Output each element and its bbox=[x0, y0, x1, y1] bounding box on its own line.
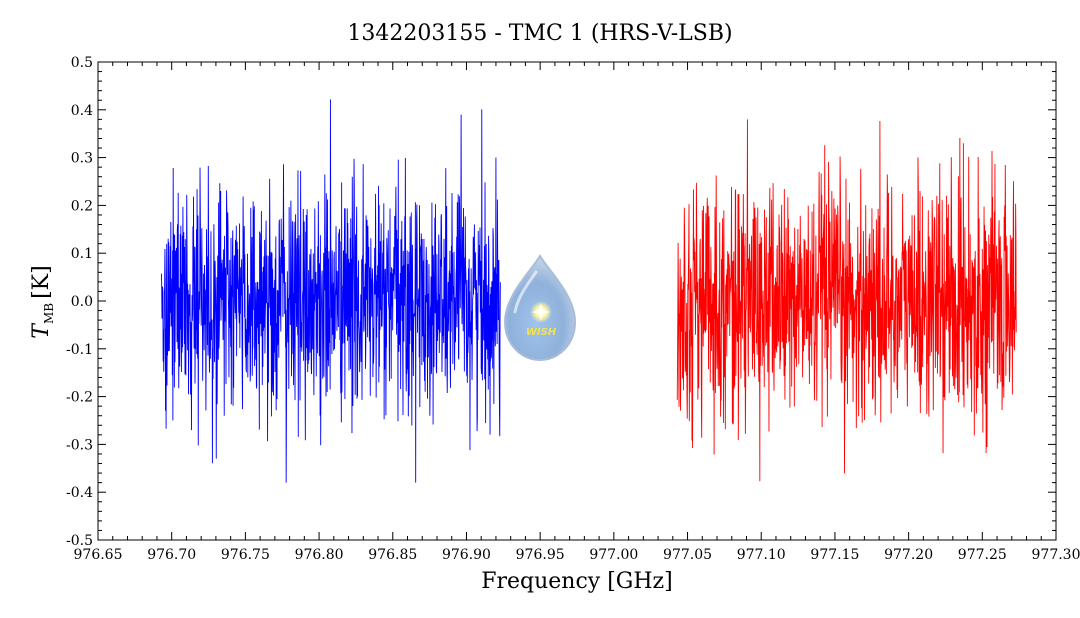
y-tick-label: 0.5 bbox=[71, 55, 93, 71]
y-tick-label: -0.5 bbox=[66, 533, 93, 549]
x-tick-label: 977.20 bbox=[884, 547, 933, 563]
y-axis-label: TMB [K] bbox=[29, 265, 56, 338]
x-tick-label: 976.75 bbox=[221, 547, 270, 563]
x-tick-label: 976.90 bbox=[442, 547, 491, 563]
x-axis-label: Frequency [GHz] bbox=[481, 569, 673, 594]
y-axis-label-main: T bbox=[29, 322, 54, 339]
y-tick-label: -0.2 bbox=[66, 390, 93, 406]
wish-logo-text: WISH bbox=[526, 327, 557, 338]
svg-text:TMB[K]: TMB [K] bbox=[29, 265, 56, 338]
x-tick-label: 977.00 bbox=[589, 547, 638, 563]
axis-ticks bbox=[97, 61, 1057, 541]
y-tick-label: -0.3 bbox=[66, 437, 93, 453]
x-tick-label: 976.80 bbox=[295, 547, 344, 563]
y-tick-label: -0.4 bbox=[66, 485, 93, 501]
plot-frame bbox=[97, 61, 1057, 541]
y-tick-label: 0.0 bbox=[71, 294, 93, 310]
x-tick-label: 976.85 bbox=[368, 547, 417, 563]
y-tick-label: 0.2 bbox=[71, 198, 93, 214]
y-axis-label-unit: [K] bbox=[29, 265, 54, 299]
x-tick-label: 977.25 bbox=[958, 547, 1007, 563]
y-tick-label: 0.1 bbox=[71, 246, 93, 262]
x-tick-label: 977.05 bbox=[663, 547, 712, 563]
y-tick-label: -0.1 bbox=[66, 342, 93, 358]
x-tick-label: 977.10 bbox=[737, 547, 786, 563]
wish-logo: WISH bbox=[503, 253, 577, 362]
x-tick-labels: 976.65 976.70 976.75 976.80 976.85 976.90 976.… bbox=[74, 547, 1080, 563]
y-axis-label-sub: MB bbox=[42, 303, 56, 324]
x-tick-label: 976.95 bbox=[516, 547, 565, 563]
x-tick-label: 976.65 bbox=[74, 547, 123, 563]
x-tick-label: 977.30 bbox=[1032, 547, 1080, 563]
y-tick-label: 0.3 bbox=[71, 151, 93, 167]
series-group bbox=[160, 99, 1017, 483]
y-tick-label: 0.4 bbox=[71, 103, 93, 119]
x-tick-label: 976.70 bbox=[147, 547, 196, 563]
x-tick-label: 977.15 bbox=[810, 547, 859, 563]
series-line-red bbox=[676, 119, 1017, 482]
series-line-blue bbox=[160, 99, 501, 483]
chart-title: 1342203155 - TMC 1 (HRS-V-LSB) bbox=[347, 21, 732, 46]
y-tick-labels: -0.5 -0.4 -0.3 -0.2 -0.1 0.0 0.1 0.2 0.3 0.4 0.5 bbox=[66, 55, 93, 549]
